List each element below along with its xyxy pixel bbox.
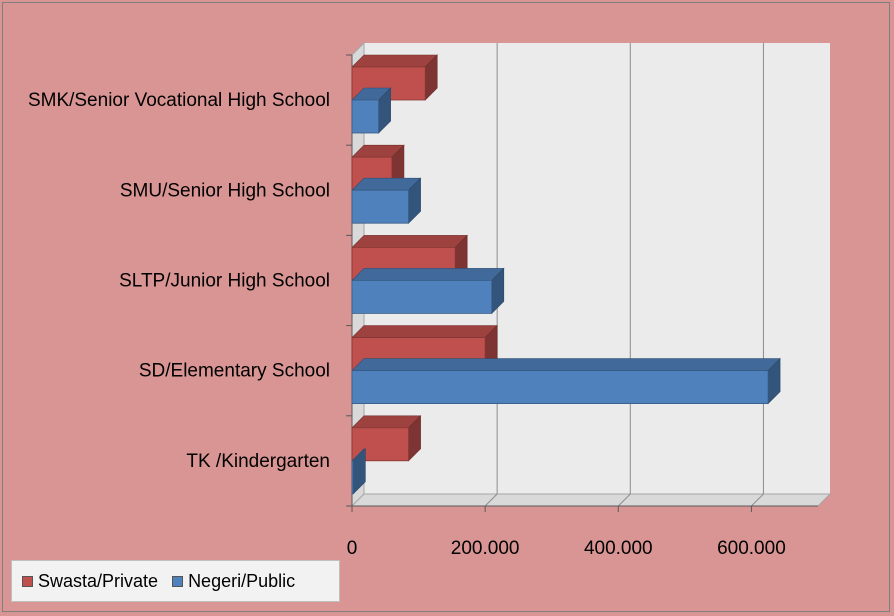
category-label: TK /Kindergarten bbox=[186, 451, 330, 472]
x-tick-label: 600.000 bbox=[717, 538, 786, 559]
gridline-floor bbox=[751, 493, 764, 507]
bar-top-public bbox=[351, 268, 505, 281]
legend: Swasta/Private Negeri/Public bbox=[11, 560, 340, 602]
bar-public bbox=[351, 460, 354, 495]
bar-top-private bbox=[351, 235, 468, 248]
category-label: SMK/Senior Vocational High School bbox=[28, 90, 330, 111]
legend-swatch-private bbox=[22, 575, 33, 587]
legend-label-private: Swasta/Private bbox=[38, 570, 159, 591]
x-tick-label: 400.000 bbox=[584, 538, 653, 559]
category-label: SMU/Senior High School bbox=[120, 180, 330, 201]
category-label: SLTP/Junior High School bbox=[119, 271, 330, 292]
bar-public bbox=[351, 99, 380, 134]
bar-public bbox=[351, 370, 769, 405]
gridline-floor bbox=[617, 493, 631, 507]
legend-label-public: Negeri/Public bbox=[188, 570, 296, 591]
bar-public bbox=[351, 279, 493, 314]
x-tick-label: 200.000 bbox=[451, 538, 520, 559]
category-label: SD/Elementary School bbox=[139, 361, 330, 382]
bar-top-private bbox=[351, 54, 438, 68]
legend-item-private: Swasta/Private bbox=[22, 571, 158, 592]
bar-public bbox=[351, 189, 409, 224]
legend-item-public: Negeri/Public bbox=[172, 571, 295, 592]
bar-top-private bbox=[351, 325, 498, 338]
gridline-floor bbox=[484, 493, 498, 507]
x-tick-label: 0 bbox=[347, 538, 358, 559]
bar-top-public bbox=[351, 358, 781, 371]
plot-floor bbox=[350, 493, 832, 507]
legend-swatch-public bbox=[172, 575, 184, 587]
